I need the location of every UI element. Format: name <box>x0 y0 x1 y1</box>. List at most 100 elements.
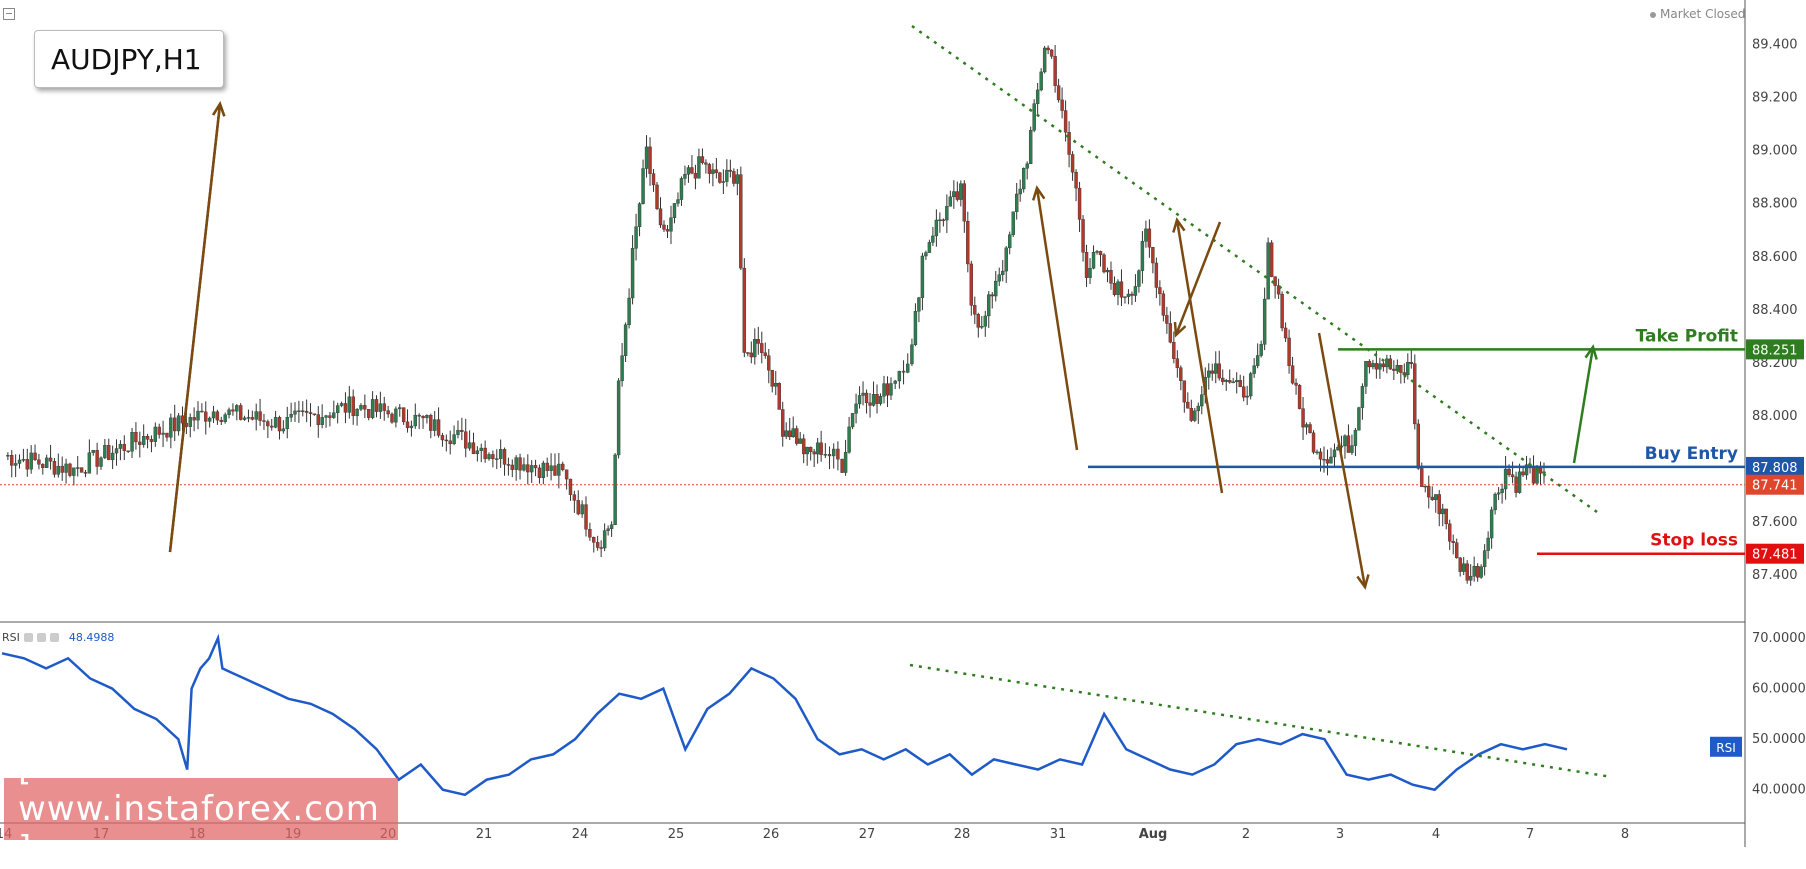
candle-body <box>421 416 425 419</box>
candle-body <box>1042 47 1047 73</box>
candle-body <box>644 146 649 169</box>
candle-body <box>588 529 592 538</box>
price-tick-label: 88.600 <box>1752 250 1798 265</box>
candle-body <box>1001 270 1005 275</box>
candle-body <box>204 411 208 422</box>
candle-body <box>777 383 781 410</box>
candle-body <box>289 414 293 418</box>
time-tick-label: 27 <box>859 827 876 842</box>
candle-body <box>130 432 134 452</box>
close-icon[interactable] <box>49 633 59 642</box>
watermark-text: [ www.instaforex.com ] <box>18 749 380 869</box>
settings-icon[interactable] <box>23 633 33 642</box>
candle-body <box>165 432 169 438</box>
candle-body <box>1221 377 1225 382</box>
candle-body <box>1308 424 1312 434</box>
candle-body <box>1200 394 1204 407</box>
candle-body <box>1315 451 1319 454</box>
candle-body <box>651 173 656 186</box>
price-tick-label: 87.600 <box>1752 515 1798 530</box>
candle-body <box>68 463 72 476</box>
rsi-tick-label: 50.0000 <box>1752 732 1806 747</box>
candle-body <box>518 457 522 471</box>
candle-body <box>805 446 809 455</box>
candle-body <box>464 431 468 449</box>
candle-body <box>878 396 883 404</box>
candle-body <box>526 464 530 473</box>
candle-body <box>1297 385 1302 409</box>
candle-body <box>669 217 673 232</box>
candle-body <box>885 383 890 396</box>
price-tick-label: 88.800 <box>1752 197 1798 212</box>
candle-body <box>801 438 806 455</box>
price-tick-label: 89.400 <box>1752 37 1798 52</box>
candle-body <box>541 462 546 478</box>
candle-body <box>1224 380 1228 382</box>
candle-body <box>920 255 925 298</box>
candle-body <box>467 442 472 449</box>
candle-body <box>211 411 216 419</box>
eye-icon[interactable] <box>36 633 46 642</box>
price-tick-label: 88.400 <box>1752 303 1798 318</box>
trend-arrow <box>1317 332 1367 588</box>
candle-body <box>44 457 49 468</box>
candle-body <box>690 167 694 174</box>
candle-body <box>553 465 557 476</box>
candle-body <box>277 417 282 432</box>
candle-body <box>1056 85 1061 101</box>
candle-body <box>576 500 580 515</box>
symbol-text: AUDJPY,H1 <box>51 42 202 76</box>
candle-body <box>304 410 309 413</box>
price-tick-label: 87.400 <box>1752 568 1798 583</box>
trend-arrow <box>1175 219 1224 494</box>
candle-body <box>763 352 767 356</box>
candle-body <box>1144 228 1148 242</box>
candle-body <box>1489 509 1494 539</box>
candle-body <box>798 438 802 444</box>
candle-body <box>595 542 600 548</box>
price-tag <box>1746 543 1804 564</box>
candle-body <box>153 426 158 442</box>
candle-body <box>312 413 317 415</box>
price-tag-value: 88.251 <box>1752 343 1798 358</box>
candle-body <box>37 459 41 465</box>
candle-body <box>1067 132 1071 155</box>
candle-body <box>95 450 99 467</box>
candle-body <box>672 203 677 218</box>
candle-body <box>335 405 340 413</box>
candle-body <box>1409 362 1414 364</box>
price-panel <box>6 44 1546 586</box>
candle-body <box>854 403 858 414</box>
candle-body <box>246 417 251 419</box>
candle-body <box>138 441 142 445</box>
candle-body <box>781 409 785 437</box>
candle-body <box>1500 488 1504 493</box>
collapse-icon[interactable] <box>3 8 15 20</box>
candle-body <box>1287 337 1291 366</box>
candle-body <box>875 394 879 404</box>
candle-body <box>6 455 10 457</box>
candle-body <box>1105 270 1110 273</box>
candle-body <box>1091 252 1096 269</box>
candle-body <box>655 184 659 209</box>
time-tick-label: 7 <box>1526 827 1534 842</box>
candle-body <box>1465 563 1469 581</box>
time-tick-label: 21 <box>476 827 493 842</box>
time-tick-label: 4 <box>1432 827 1440 842</box>
candle-body <box>1413 363 1417 425</box>
candle-body <box>1015 193 1019 212</box>
candle-body <box>1486 537 1490 551</box>
candle-body <box>370 399 375 418</box>
candle-body <box>739 174 743 269</box>
candle-body <box>173 417 177 432</box>
trend-arrow <box>1174 221 1222 336</box>
candle-body <box>686 167 691 175</box>
trend-arrow-head <box>1173 321 1187 338</box>
candle-body <box>1353 429 1358 446</box>
rsi-tick-label: 70.0000 <box>1752 631 1806 646</box>
candle-body <box>1416 423 1420 469</box>
candle-body <box>1479 566 1483 578</box>
candle-body <box>1241 386 1246 398</box>
candle-body <box>1378 363 1382 370</box>
candle-body <box>990 294 994 297</box>
